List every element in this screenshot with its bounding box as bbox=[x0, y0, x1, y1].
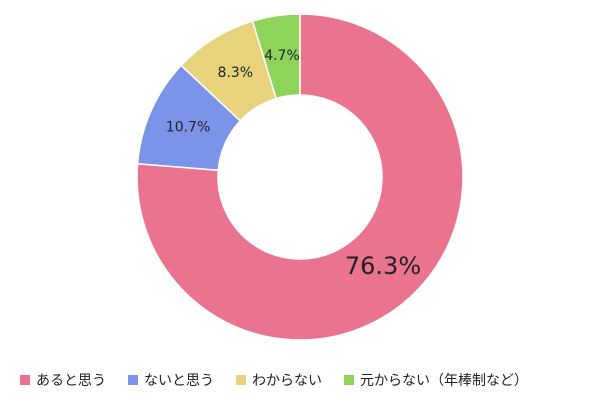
donut-slice bbox=[136, 13, 464, 341]
slice-label: 4.7% bbox=[264, 48, 300, 64]
slice-label: 10.7% bbox=[166, 119, 210, 135]
slice-label: 8.3% bbox=[218, 65, 254, 81]
slice-label: 76.3% bbox=[345, 252, 421, 280]
legend-label: 元からない（年棒制など） bbox=[360, 373, 528, 389]
legend-swatch bbox=[236, 375, 246, 385]
donut-slice bbox=[251, 13, 301, 100]
legend-swatch bbox=[128, 375, 138, 385]
legend-swatch bbox=[344, 375, 354, 385]
legend-label: ないと思う bbox=[144, 373, 214, 389]
legend-swatch bbox=[20, 375, 30, 385]
legend-label: わからない bbox=[252, 373, 322, 389]
legend-label: あると思う bbox=[36, 373, 106, 389]
